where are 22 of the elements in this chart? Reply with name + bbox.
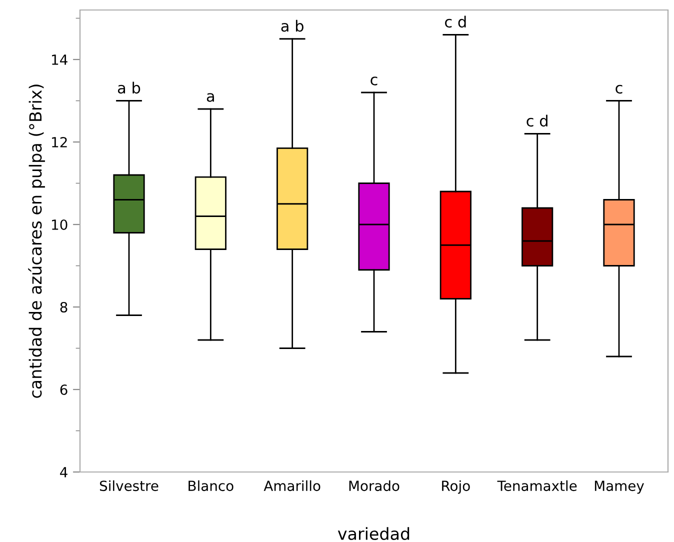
x-tick-label: Tenamaxtle (497, 480, 577, 492)
y-tick-label: 8 (60, 302, 68, 312)
x-tick-label: Rojo (442, 480, 470, 494)
annotation: c d (445, 16, 466, 28)
annotation: a b (118, 82, 140, 94)
annotation: a (206, 93, 214, 102)
annotation: a b (281, 20, 304, 32)
y-tick-label: 4 (60, 467, 68, 478)
y-axis-title: cantidad de azúcares en pulpa (°Brix) (28, 84, 45, 398)
y-tick-label: 14 (52, 54, 68, 65)
x-tick-label: Blanco (188, 480, 234, 492)
annotation: c (370, 76, 378, 86)
y-tick-label: 6 (60, 384, 68, 395)
x-tick-label: Amarillo (264, 480, 320, 492)
y-tick-label: 12 (52, 136, 67, 148)
annotation: c (616, 84, 622, 94)
x-axis-title: variedad (338, 527, 410, 540)
x-tick-label: Silvestre (100, 480, 158, 492)
annotation: c d (526, 114, 548, 127)
y-tick-label: 10 (52, 219, 68, 230)
x-tick-label: Mamey (594, 480, 644, 494)
x-tick-label: Morado (349, 480, 400, 492)
